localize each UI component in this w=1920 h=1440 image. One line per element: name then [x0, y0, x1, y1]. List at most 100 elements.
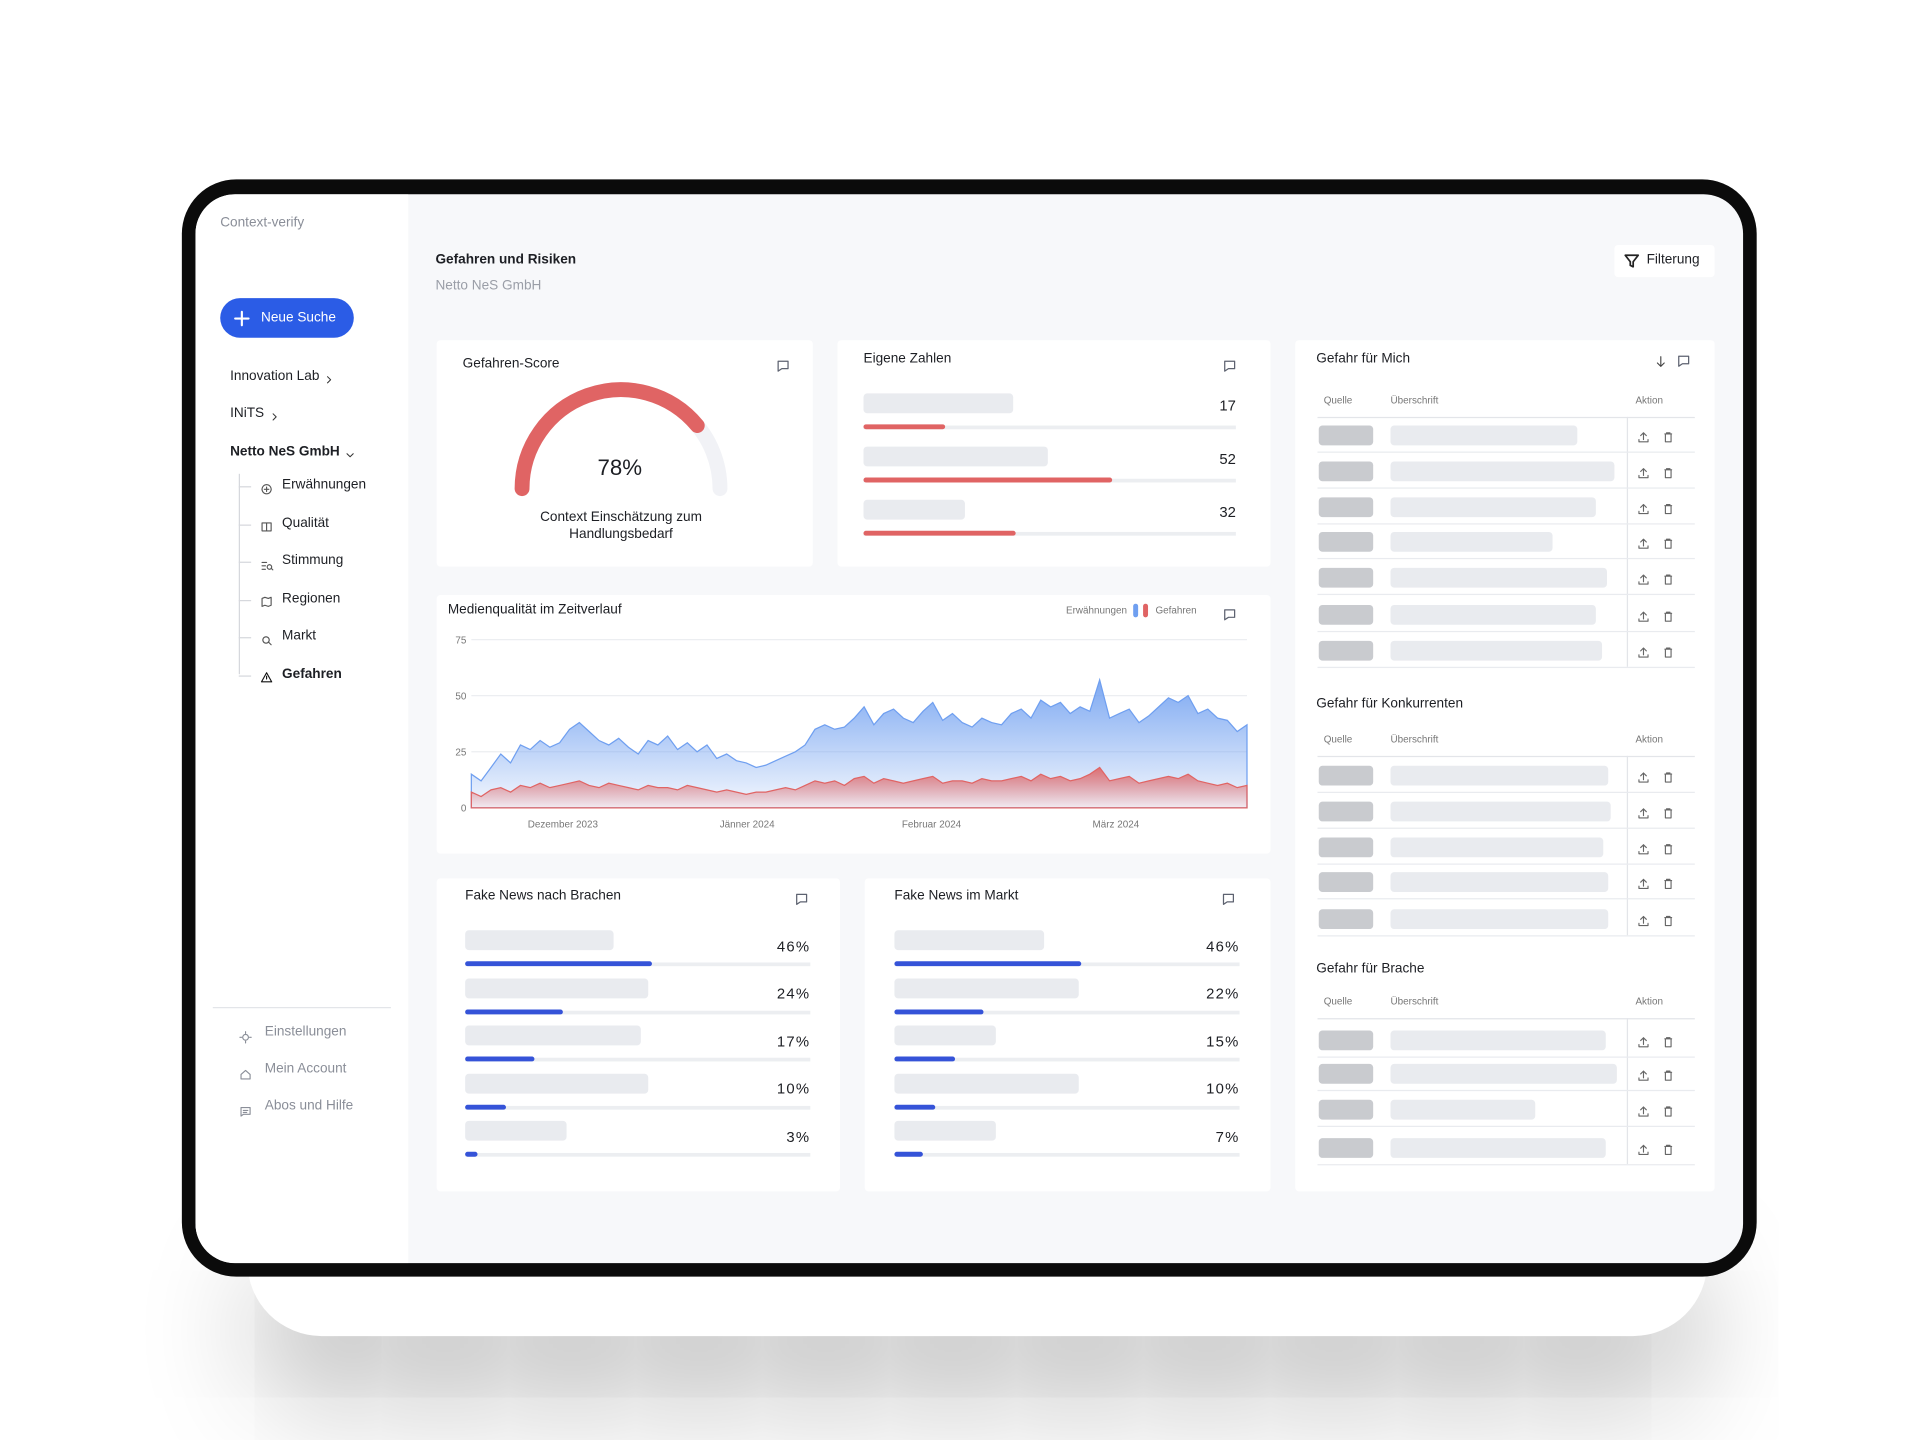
- bar: [863, 530, 1017, 536]
- page-title: Gefahren und Risiken: [435, 252, 577, 268]
- icon-glyph: [1663, 467, 1672, 478]
- nav-item[interactable]: Innovation Lab: [230, 369, 320, 384]
- icon-trash: [1663, 646, 1672, 658]
- icon-trash: [1663, 537, 1672, 549]
- icon-trash: [1663, 431, 1672, 442]
- icon-upload: [1637, 771, 1648, 783]
- icon-upload: [1637, 431, 1648, 442]
- row-line: [1317, 791, 1695, 793]
- icon-glyph: [1678, 355, 1690, 367]
- bar: [894, 1151, 923, 1157]
- icon-glyph: [1637, 1069, 1648, 1081]
- row-line: [1317, 487, 1695, 489]
- icon-comment: [796, 893, 808, 905]
- filter-label[interactable]: Filterung: [1646, 252, 1700, 268]
- icon-trash: [1663, 503, 1672, 514]
- card-title: Eigene Zahlen: [863, 351, 952, 367]
- row-line: [1317, 630, 1695, 633]
- subnav-item[interactable]: Markt: [282, 628, 317, 644]
- footer-item[interactable]: Mein Account: [264, 1061, 347, 1077]
- new-search-label[interactable]: Neue Suche: [261, 310, 336, 326]
- icon-glyph: [1663, 537, 1672, 549]
- row-line: [1317, 666, 1695, 669]
- column-header: Quelle: [1323, 996, 1353, 1008]
- area: [470, 677, 1248, 809]
- column-header: Aktion: [1635, 733, 1663, 745]
- headline-skeleton: [1390, 909, 1609, 930]
- icon-trash: [1663, 1144, 1672, 1155]
- icon-glyph: [1637, 843, 1648, 854]
- icon-glyph: [1624, 254, 1640, 268]
- bar-track: [894, 1010, 1240, 1014]
- subnav-item[interactable]: Regionen: [282, 591, 341, 607]
- headline-skeleton: [1390, 567, 1607, 588]
- icon-glyph: [796, 893, 808, 905]
- row-line: [1317, 557, 1695, 560]
- skeleton: [863, 393, 1014, 414]
- icon-glyph: [260, 522, 272, 532]
- icon-comment: [1224, 609, 1236, 621]
- subnav-item[interactable]: Stimmung: [282, 553, 344, 569]
- icon-glyph: [260, 596, 272, 607]
- source-skeleton: [1318, 497, 1374, 518]
- icon-map: [260, 596, 272, 607]
- footer-item[interactable]: Abos und Hilfe: [264, 1099, 354, 1114]
- icon-glyph: [1637, 503, 1648, 514]
- subnav-item[interactable]: Gefahren: [282, 666, 342, 682]
- y-tick-label: 75: [455, 635, 466, 646]
- percent-label: 3%: [786, 1127, 811, 1146]
- skeleton: [863, 446, 1048, 467]
- tree-branch: [238, 523, 252, 526]
- icon-upload: [1637, 503, 1648, 514]
- header-line: [1317, 1018, 1695, 1020]
- icon-glyph: [1663, 431, 1672, 442]
- headline-skeleton: [1390, 604, 1596, 625]
- column-divider: [1626, 416, 1629, 667]
- icon-trash: [1663, 1105, 1672, 1117]
- percent-label: 46%: [1206, 937, 1240, 955]
- source-skeleton: [1318, 801, 1374, 822]
- icon-upload: [1637, 646, 1648, 658]
- icon-glyph: [1637, 467, 1648, 478]
- footer-item[interactable]: Einstellungen: [264, 1024, 347, 1040]
- nav-item[interactable]: INiTS: [230, 406, 265, 422]
- icon-glyph: [1663, 843, 1672, 854]
- headline-skeleton: [1390, 640, 1603, 661]
- nav-item[interactable]: Netto NeS GmbH: [230, 444, 340, 460]
- header-line: [1317, 416, 1695, 419]
- gauge-caption: Context Einschätzung zum Handlungsbedarf: [540, 510, 702, 542]
- skeleton: [894, 1120, 996, 1141]
- source-skeleton: [1318, 531, 1374, 552]
- subnav-item[interactable]: Qualität: [282, 515, 329, 531]
- skeleton: [465, 1073, 649, 1093]
- icon-glyph: [260, 561, 273, 570]
- icon-glyph: [1637, 573, 1648, 585]
- icon-trash: [1663, 610, 1672, 622]
- icon-upload: [1637, 1144, 1648, 1155]
- tree-branch: [238, 637, 252, 639]
- icon-comment: [777, 360, 789, 372]
- gauge: [514, 382, 728, 497]
- icon-book: [260, 522, 272, 532]
- icon-glyph: [1224, 360, 1236, 372]
- icon-glyph: [1663, 573, 1672, 585]
- gauge-label: 78%: [597, 455, 643, 481]
- icon-glyph: [346, 453, 354, 458]
- skeleton: [894, 1073, 1079, 1093]
- bar-track: [465, 1057, 811, 1062]
- icon-glyph: [272, 413, 277, 421]
- x-tick-label: Februar 2024: [902, 820, 962, 831]
- skeleton: [894, 930, 1045, 951]
- row-line: [1317, 1125, 1695, 1127]
- icon-glyph: [1663, 503, 1672, 514]
- subnav-item[interactable]: Erwähnungen: [282, 478, 367, 493]
- skeleton: [465, 977, 649, 998]
- table-title: Gefahr für Mich: [1316, 351, 1411, 367]
- filter-button[interactable]: [1614, 244, 1715, 278]
- icon-glyph: [1637, 807, 1648, 818]
- skeleton: [894, 1025, 996, 1046]
- icon-comment: [1678, 355, 1690, 367]
- app-name: Context-verify: [220, 215, 305, 231]
- icon-glyph: [260, 672, 272, 683]
